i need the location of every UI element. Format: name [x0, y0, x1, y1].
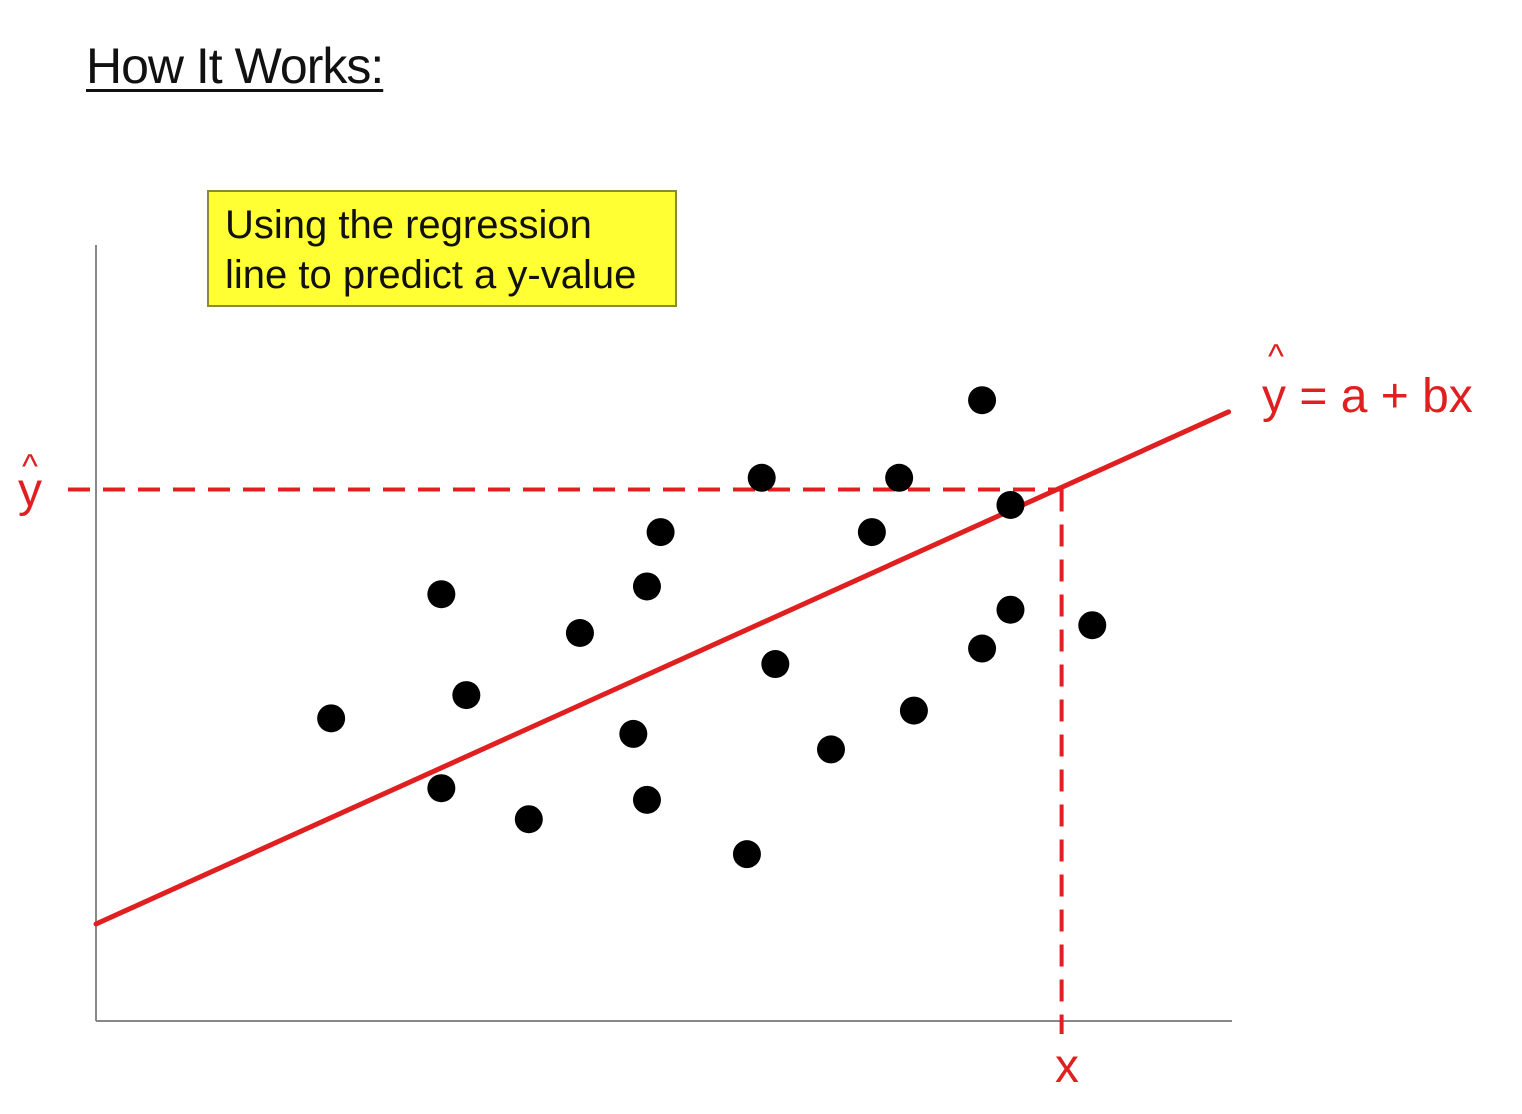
callout-box: Using the regression line to predict a y… — [207, 190, 677, 307]
data-point-18 — [968, 386, 997, 415]
regression-line — [93, 409, 1232, 927]
data-point-6 — [565, 619, 594, 647]
callout-line-2: line to predict a y-value — [225, 253, 637, 297]
data-point-10 — [632, 785, 661, 814]
data-point-3 — [452, 681, 481, 710]
data-point-21 — [996, 595, 1025, 624]
data-point-12 — [747, 463, 776, 492]
data-point-9 — [619, 719, 648, 748]
data-point-11 — [732, 840, 761, 869]
data-point-22 — [1078, 611, 1107, 640]
data-point-5 — [514, 805, 543, 834]
data-point-17 — [899, 696, 928, 725]
equation-caret: ^ — [1268, 338, 1284, 376]
callout-line-1: Using the regression — [225, 203, 592, 247]
data-point-20 — [996, 490, 1025, 519]
regression-equation: y = a + bx — [1262, 370, 1473, 423]
data-point-15 — [857, 518, 886, 547]
page-title: How It Works: — [86, 38, 384, 94]
y-hat-caret: ^ — [22, 448, 38, 486]
data-point-19 — [968, 634, 997, 663]
data-points — [317, 386, 1107, 869]
data-point-7 — [646, 518, 675, 547]
data-point-8 — [632, 572, 661, 601]
data-point-14 — [816, 735, 845, 764]
data-point-1 — [317, 704, 346, 733]
data-point-16 — [885, 463, 914, 492]
data-point-4 — [427, 774, 456, 803]
x-label: x — [1055, 1040, 1079, 1093]
data-point-2 — [427, 580, 456, 609]
y-hat-label: y — [18, 464, 42, 517]
data-point-13 — [761, 650, 790, 679]
